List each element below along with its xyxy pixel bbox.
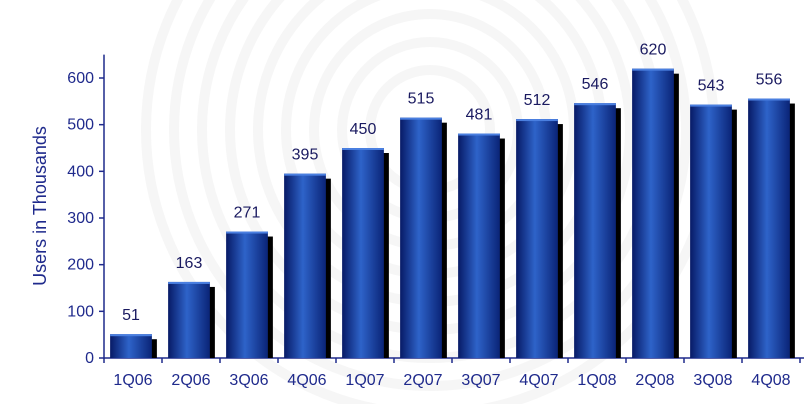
- bar: [516, 119, 558, 358]
- bar-top: [226, 231, 268, 234]
- bar-top: [748, 98, 790, 101]
- x-tick-label: 1Q06: [113, 372, 152, 389]
- bar-top: [516, 119, 558, 122]
- x-tick-label: 2Q06: [171, 372, 210, 389]
- x-tick-label: 1Q08: [577, 372, 616, 389]
- x-tick-label: 3Q07: [461, 372, 500, 389]
- bar: [168, 281, 210, 358]
- y-tick-label: 600: [67, 70, 94, 87]
- bar-top: [632, 68, 674, 71]
- x-tick-label: 1Q07: [345, 372, 384, 389]
- data-label: 271: [234, 205, 261, 222]
- data-label: 163: [176, 255, 203, 272]
- x-tick-label: 2Q07: [403, 372, 442, 389]
- data-label: 51: [122, 307, 140, 324]
- bar: [690, 104, 732, 358]
- bar-top: [110, 334, 152, 337]
- bar-top: [690, 104, 732, 107]
- y-tick-label: 200: [67, 257, 94, 274]
- data-label: 620: [640, 42, 667, 59]
- bar-top: [458, 133, 500, 136]
- y-tick-label: 500: [67, 117, 94, 134]
- data-label: 556: [756, 72, 783, 89]
- y-tick-label: 100: [67, 303, 94, 320]
- bar: [342, 148, 384, 358]
- bar: [748, 98, 790, 359]
- x-tick-label: 4Q06: [287, 372, 326, 389]
- y-tick-label: 300: [67, 210, 94, 227]
- bar-top: [574, 103, 616, 106]
- bar: [632, 68, 674, 359]
- data-label: 543: [698, 78, 725, 95]
- x-tick-label: 4Q08: [751, 372, 790, 389]
- x-tick-label: 3Q08: [693, 372, 732, 389]
- bar: [574, 103, 616, 358]
- bar: [110, 334, 152, 358]
- y-axis-title: Users in Thousands: [30, 126, 50, 286]
- bar: [284, 173, 326, 358]
- bar: [400, 117, 442, 359]
- y-tick-label: 400: [67, 163, 94, 180]
- x-tick-label: 3Q06: [229, 372, 268, 389]
- x-tick-label: 4Q07: [519, 372, 558, 389]
- data-label: 481: [466, 107, 493, 124]
- data-label: 512: [524, 92, 551, 109]
- bar: [226, 231, 268, 358]
- bar-top: [168, 281, 210, 284]
- data-label: 450: [350, 121, 377, 138]
- y-tick-label: 0: [85, 350, 94, 367]
- x-tick-label: 2Q08: [635, 372, 674, 389]
- data-label: 395: [292, 147, 319, 164]
- bar: [458, 133, 500, 358]
- bar-top: [342, 148, 384, 150]
- bar-top: [400, 117, 442, 120]
- data-label: 515: [408, 91, 435, 108]
- bar-top: [284, 173, 326, 176]
- data-label: 546: [582, 76, 609, 93]
